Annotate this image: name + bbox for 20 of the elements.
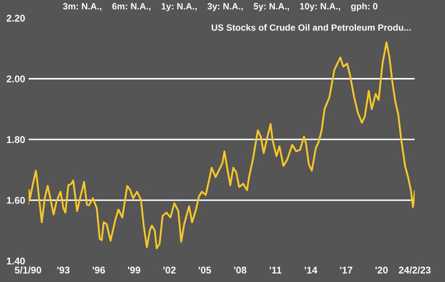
x-tick-label: 5/1/90 [14, 266, 42, 274]
text: US Stocks of Crude Oil and Petroleum Produ... [212, 24, 411, 31]
x-tick-label: '08 [234, 266, 246, 274]
line-series [28, 41, 416, 250]
chart-subtitle: 3m: N.A., 6m: N.A., 1y: N.A., 3y: N.A., 5y: N.A., 10y: N.A., gph: 0 [62, 2, 378, 12]
y-tick-label: 1.80 [6, 136, 25, 144]
x-tick-label: '20 [375, 266, 388, 274]
y-tick-label: 2.00 [6, 75, 25, 82]
x-tick-label: '99 [128, 266, 140, 274]
x-tick-label: '11 [270, 266, 282, 274]
x-tick-label: '05 [198, 266, 212, 274]
x-tick-label: '14 [304, 266, 318, 274]
y-tick-label: 2.20 [6, 14, 25, 22]
x-tick-label: 24/2/23 [398, 266, 431, 274]
y-tick-label: 1.60 [6, 196, 25, 204]
x-tick-label: '96 [92, 266, 105, 274]
x-tick-label: '93 [57, 266, 70, 274]
x-tick-label: '02 [163, 266, 176, 274]
y-tick-label: 1.40 [6, 258, 25, 264]
x-tick-label: '17 [340, 266, 352, 274]
